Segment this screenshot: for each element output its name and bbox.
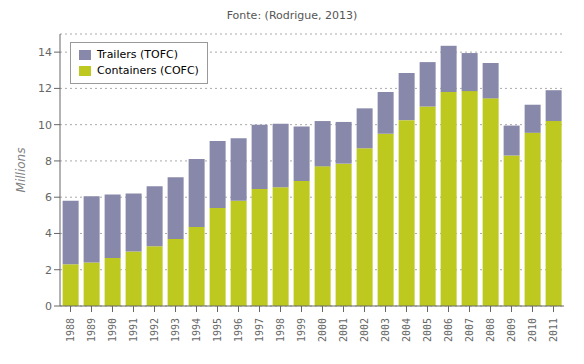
svg-text:14: 14: [38, 46, 52, 59]
svg-text:1989: 1989: [86, 318, 97, 342]
svg-text:1992: 1992: [149, 318, 160, 342]
svg-text:1995: 1995: [212, 318, 223, 342]
svg-text:2000: 2000: [317, 318, 328, 342]
svg-text:10: 10: [38, 119, 52, 132]
svg-text:2: 2: [45, 264, 52, 277]
svg-text:1988: 1988: [65, 318, 76, 342]
svg-text:1997: 1997: [254, 318, 265, 342]
svg-text:2009: 2009: [506, 318, 517, 342]
svg-text:2010: 2010: [527, 318, 538, 342]
svg-text:2001: 2001: [338, 318, 349, 342]
svg-text:1994: 1994: [191, 318, 202, 342]
svg-text:2011: 2011: [548, 318, 559, 342]
html-text:Fonte: (Rodrigue, 2013): Fonte: (Rodrigue, 2013): [226, 9, 358, 22]
svg-text:2005: 2005: [422, 318, 433, 342]
svg-text:2003: 2003: [380, 318, 391, 342]
svg-text:4: 4: [45, 227, 52, 240]
svg-text:1993: 1993: [170, 318, 181, 342]
svg-text:8: 8: [45, 155, 52, 168]
svg-text:2008: 2008: [485, 318, 496, 342]
svg-text:2002: 2002: [359, 318, 370, 342]
svg-text:0: 0: [45, 300, 52, 313]
svg-text:1990: 1990: [107, 318, 118, 342]
svg-text:1998: 1998: [275, 318, 286, 342]
svg-text:1996: 1996: [233, 318, 244, 342]
svg-text:12: 12: [38, 82, 52, 95]
html-text:Trailers (TOFC): Trailers (TOFC): [97, 48, 178, 61]
svg-text:6: 6: [45, 191, 52, 204]
svg-text:2007: 2007: [464, 318, 475, 342]
svg-text:1991: 1991: [128, 318, 139, 342]
svg-text:2004: 2004: [401, 318, 412, 342]
svg-text:1999: 1999: [296, 318, 307, 342]
html-text:Containers (COFC): Containers (COFC): [97, 64, 199, 77]
svg-text:Millions: Millions: [14, 148, 28, 193]
svg-text:2006: 2006: [443, 318, 454, 342]
